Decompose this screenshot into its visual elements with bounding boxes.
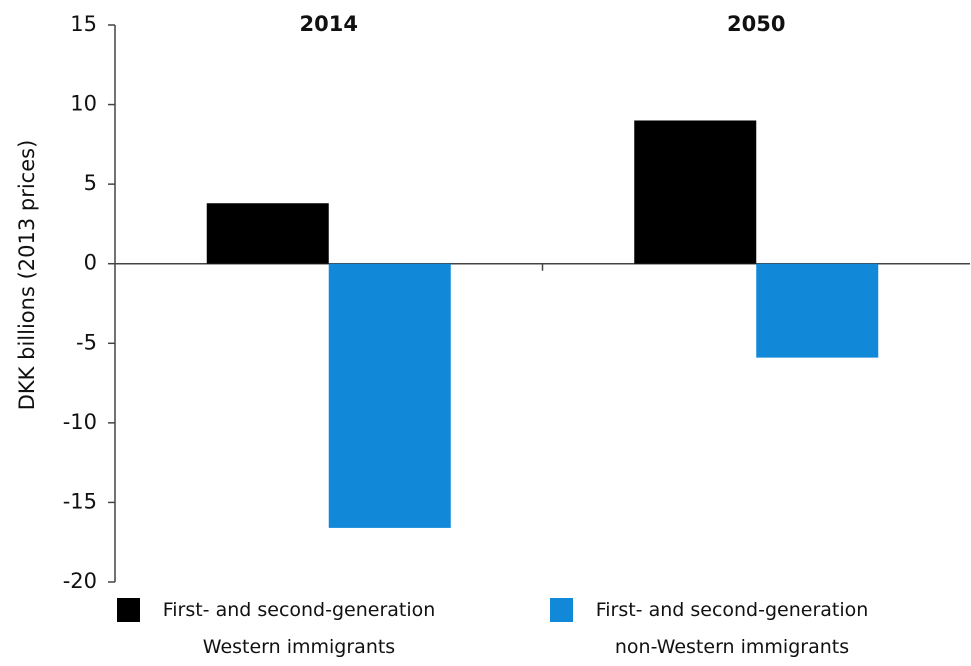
y-tick-label: -20 xyxy=(63,569,97,593)
legend-label: First- and second-generation non-Western… xyxy=(595,599,869,658)
y-tick-label: 0 xyxy=(84,251,97,275)
bar xyxy=(756,263,879,358)
category-label: 2014 xyxy=(300,12,358,36)
bar xyxy=(206,203,329,264)
y-tick-label: 5 xyxy=(84,171,97,195)
y-tick-label: -10 xyxy=(63,410,97,434)
category-label: 2050 xyxy=(727,12,785,36)
bar xyxy=(634,120,757,264)
y-tick-label: 15 xyxy=(70,12,97,36)
y-tick-label: 10 xyxy=(70,92,97,116)
y-tick-label: -5 xyxy=(76,330,97,354)
bar xyxy=(328,263,451,528)
legend-swatch xyxy=(117,598,140,622)
legend-swatch xyxy=(550,598,573,622)
y-tick-label: -15 xyxy=(63,489,97,513)
y-axis-label: DKK billions (2013 prices) xyxy=(15,140,39,411)
legend-label: First- and second-generation Western imm… xyxy=(162,599,436,658)
